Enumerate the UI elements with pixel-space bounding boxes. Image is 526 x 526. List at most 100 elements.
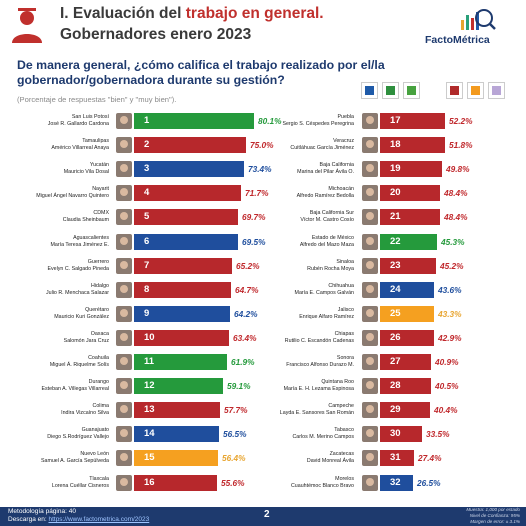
bar: 15 (134, 450, 218, 467)
bar: 29 (380, 402, 430, 419)
governor-name: Rubén Rocha Moya (307, 265, 354, 272)
avatar (116, 137, 132, 154)
governor-name: José R. Gallardo Cardona (47, 121, 109, 127)
governor-name: Esteban A. Villegas Villarreal (41, 386, 109, 393)
value-label: 40.4% (434, 405, 458, 416)
value-label: 56.5% (223, 429, 247, 440)
governor-label: Yucatán Mauricio Vila Dosal (64, 162, 109, 176)
avatar (362, 474, 378, 491)
value-label: 59.1% (227, 381, 251, 392)
value-label: 64.2% (234, 308, 258, 319)
governor-name: Indira Vizcaíno Silva (61, 410, 109, 417)
pri-logo-icon (382, 82, 399, 99)
value-label: 27.4% (418, 453, 442, 464)
governor-label: Zacatecas David Monreal Ávila (307, 451, 354, 465)
state-name: Estado de México (311, 234, 354, 241)
avatar (362, 113, 378, 129)
state-name: Aguascalientes (73, 234, 109, 241)
avatar (116, 113, 132, 129)
page-subtitle: Gobernadores enero 2023 (60, 26, 252, 43)
bar: 22 (380, 233, 437, 250)
value-label: 49.8% (446, 164, 470, 175)
governor-label: Campeche Layda E. Sansores San Román (280, 403, 354, 417)
state-name: Durango (88, 379, 109, 386)
bar: 21 (380, 209, 440, 226)
bar: 19 (380, 161, 442, 178)
subtitle-note: (Porcentaje de respuestas "bien" y "muy … (17, 95, 177, 104)
governor-label: Jalisco Enrique Alfaro Ramírez (299, 307, 354, 321)
bar: 16 (134, 474, 217, 491)
state-name: Chihuahua (328, 282, 354, 289)
bar: 14 (134, 426, 219, 443)
avatar (362, 281, 378, 298)
bar: 10 (134, 329, 229, 346)
value-label: 71.7% (245, 188, 269, 199)
state-name: Baja California (319, 162, 354, 169)
governor-label: Guanajuato Diego S.Rodríguez Vallejo (47, 427, 109, 441)
value-label: 51.8% (449, 140, 473, 151)
governor-label: Estado de México Alfredo del Mazo Maza (300, 235, 354, 249)
avatar (362, 137, 378, 154)
governor-label: Colima Indira Vizcaíno Silva (61, 403, 109, 417)
bar: 9 (134, 305, 230, 322)
avatar (116, 354, 132, 370)
morena-logo-icon (446, 82, 463, 99)
bar: 3 (134, 161, 244, 178)
bar: 17 (380, 113, 445, 129)
value-label: 55.6% (221, 477, 245, 488)
state-name: Nuevo León (80, 451, 109, 458)
value-label: 75.0% (250, 140, 274, 151)
governor-label: Sinaloa Rubén Rocha Moya (307, 259, 354, 273)
value-label: 65.2% (236, 260, 260, 271)
value-label: 80.1% (258, 116, 282, 126)
avatar (362, 450, 378, 467)
avatar (116, 329, 132, 346)
state-name: Jalisco (337, 306, 354, 313)
state-name: Tlaxcala (89, 475, 109, 482)
state-name: Michoacán (328, 186, 354, 193)
bar: 2 (134, 137, 246, 154)
governor-label: San Luis Potosí José R. Gallardo Cardona (48, 114, 109, 128)
governor-label: Tabasco Carlos M. Merino Campos (292, 427, 354, 441)
governor-label: Tlaxcala Lorena Cuéllar Cisneros (52, 476, 109, 490)
governor-name: Francisco Alfonso Durazo M. (286, 362, 354, 368)
avatar (362, 209, 378, 226)
avatar (116, 474, 132, 491)
bar: 5 (134, 209, 238, 226)
avatar (116, 402, 132, 419)
download-link[interactable]: https://www.factometrica.com/2023 (48, 516, 150, 523)
state-name: Morelos (335, 475, 354, 482)
state-name: Nayarit (92, 186, 109, 193)
governor-label: Aguascalientes María Teresa Jiménez E. (51, 235, 110, 249)
governor-name: Enrique Alfaro Ramírez (299, 313, 354, 320)
governor-name: Julio R. Menchaca Salazar (45, 289, 109, 296)
state-name: Campeche (328, 403, 354, 410)
pan-logo-icon (361, 82, 378, 99)
state-name: Sonora (336, 355, 354, 361)
avatar (116, 378, 132, 395)
state-name: CDMX (93, 210, 109, 217)
governor-label: Quintana Roo María E. H. Lezama Espinosa (284, 379, 354, 393)
value-label: 48.4% (444, 188, 468, 199)
state-name: Guanajuato (81, 427, 109, 434)
brand-name: FactoMétrica (425, 34, 490, 46)
bar: 26 (380, 329, 434, 346)
avatar (362, 402, 378, 419)
avatar (116, 426, 132, 443)
governor-label: Querétaro Mauricio Kuri González (54, 307, 109, 321)
governor-name: Sergio S. Céspedes Peregrina (282, 121, 354, 127)
governor-label: Coahuila Miguel Á. Riquelme Solís (50, 355, 109, 369)
value-label: 69.5% (242, 236, 266, 247)
governor-silhouette-icon (12, 8, 42, 43)
bar: 30 (380, 426, 422, 443)
governor-name: Cuauhtémoc Blanco Bravo (290, 482, 354, 489)
value-label: 61.9% (231, 357, 255, 367)
value-label: 40.9% (435, 357, 459, 367)
avatar (362, 426, 378, 443)
state-name: Guerrero (87, 258, 109, 265)
state-name: Tabasco (334, 427, 354, 434)
avatar (116, 305, 132, 322)
avatar (116, 161, 132, 178)
governor-label: Veracruz Cuitláhuac García Jiménez (290, 138, 354, 152)
value-label: 43.3% (438, 308, 462, 319)
